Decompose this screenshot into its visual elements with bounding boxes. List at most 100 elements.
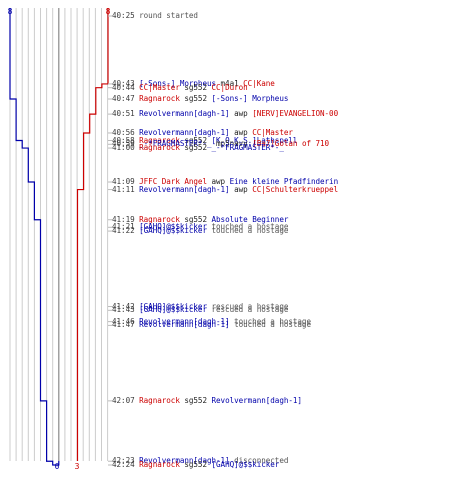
- player-name: Absolute Beginner: [211, 214, 289, 224]
- event-row: 41:43 [GAHQ]@$$kicker rescued a hostage: [112, 305, 288, 315]
- player-name: Revolvermann[dagh-1]: [139, 456, 230, 466]
- event-action: touched a hostage: [229, 316, 311, 326]
- event-row: 40:51 Revolvermann[dagh-1] awp [NERV]EVA…: [112, 109, 338, 119]
- player-name: Revolvermann[dagh-1]: [139, 127, 230, 137]
- player-name: Ragnarock: [139, 94, 180, 103]
- event-action: touched a hostage: [229, 320, 311, 330]
- player-name: CC|Schulterkrueppel: [252, 184, 339, 194]
- event-action: rescued a hostage: [206, 301, 289, 311]
- player-name: Revolvermann[dagh-1]: [139, 184, 230, 194]
- player-name: Revolvermann[dagh-1]: [211, 395, 302, 405]
- event-row: 42:07 Ragnarock sg552 Revolvermann[dagh-…: [112, 396, 302, 406]
- event-row: 41:11 Revolvermann[dagh-1] awp CC|Schult…: [112, 185, 338, 195]
- red-start-count: 8: [106, 7, 111, 16]
- event-action: mp5navy: [211, 139, 253, 149]
- player-name: JFFC Dark Angel: [139, 177, 207, 187]
- event-time: 40:43: [112, 78, 140, 88]
- event-action: disconnected: [229, 456, 289, 466]
- event-row: 41:47 Revolvermann[dagh-1] touched a hos…: [112, 320, 311, 330]
- event-time: 40:44: [112, 82, 140, 92]
- event-time: 41:09: [112, 177, 140, 187]
- player-name: Eine kleine Pfadfinderin: [229, 177, 339, 187]
- event-row: 40:56 Revolvermann[dagh-1] awp CC|Master: [112, 128, 293, 138]
- event-row: 40:59 _-*FRAGMASTER*-_ mp5navy [Ba7]Gola…: [112, 139, 329, 149]
- event-action: awp: [229, 184, 253, 194]
- event-time: 41:47: [112, 320, 140, 330]
- event-action: rescued a hostage: [206, 305, 289, 315]
- event-action: sg552: [179, 460, 212, 469]
- event-action: sg552: [179, 395, 212, 405]
- player-name: [GAHQ]@$$kicker: [211, 460, 280, 469]
- player-name: _-*FRAGMASTER*-_: [139, 139, 212, 149]
- player-name: [Ba7]Golan of 710: [252, 139, 330, 149]
- event-time: 41:42: [112, 301, 140, 311]
- event-time: 42:24: [112, 460, 140, 469]
- event-action: awp: [229, 109, 253, 119]
- player-name: CC|Master: [252, 127, 293, 137]
- player-name: Ragnarock: [139, 460, 180, 469]
- event-time: 40:51: [112, 109, 140, 119]
- event-time: 40:25: [112, 11, 140, 20]
- player-name: CC|Master: [139, 82, 180, 92]
- event-row: 42:23 Revolvermann[dagh-1] disconnected: [112, 456, 288, 466]
- blue-team-alive-line: [9, 8, 60, 466]
- event-action: awp: [229, 127, 253, 137]
- player-name: Ragnarock: [139, 214, 180, 224]
- event-row: 41:22 [GAHQ]@$$kicker touched a hostage: [112, 226, 288, 236]
- player-name: Revolvermann[dagh-1]: [139, 109, 230, 119]
- event-time: 40:47: [112, 94, 140, 103]
- event-row: 40:25 round started: [112, 11, 198, 21]
- event-time: 40:56: [112, 127, 140, 137]
- event-row: 40:47 Ragnarock sg552 [-Sons-] Morpheus: [112, 94, 288, 104]
- player-name: Revolvermann[dagh-1]: [139, 316, 230, 326]
- player-name: [GAHQ]@$$kicker: [139, 305, 207, 315]
- event-time: 42:23: [112, 456, 140, 466]
- event-row: 41:00 Ragnarock sg552 _-*FRAGMASTER*-_: [112, 143, 284, 153]
- event-row: 41:46 Revolvermann[dagh-1] touched a hos…: [112, 317, 311, 327]
- player-name: [-Sons-] Morpheus: [139, 78, 217, 88]
- player-name: [GAHQ]@$$kicker: [139, 226, 207, 236]
- event-time: 42:07: [112, 395, 140, 405]
- player-name: Ragnarock: [139, 395, 180, 405]
- event-action: sg552: [179, 214, 212, 224]
- event-action: touched a hostage: [206, 222, 289, 232]
- event-action: sg552: [179, 94, 212, 103]
- player-name: [GAHQ]@$$kicker: [139, 301, 207, 311]
- player-name: Ragnarock: [139, 135, 180, 145]
- player-name: _-*FRAGMASTER*-_: [211, 143, 284, 153]
- blue-end-count: 0: [55, 462, 60, 471]
- event-row: 41:09 JFFC Dark Angel awp Eine kleine Pf…: [112, 177, 338, 187]
- event-row: 40:43 [-Sons-] Morpheus m4a1 CC|Kane: [112, 79, 275, 89]
- blue-start-count: 8: [8, 7, 13, 16]
- event-time: 41:43: [112, 305, 140, 315]
- event-time: 40:58: [112, 135, 140, 145]
- event-row: 42:24 Ragnarock sg552 [GAHQ]@$$kicker: [112, 460, 279, 470]
- red-end-count: 3: [75, 462, 80, 471]
- event-time: 41:21: [112, 222, 140, 232]
- event-row: 40:44 CC|Master sg552 CC|Duron: [112, 83, 248, 93]
- event-time: 41:22: [112, 226, 140, 236]
- player-name: Ragnarock: [139, 143, 180, 153]
- player-name: CC|Duron: [211, 82, 248, 92]
- event-row: 41:42 [GAHQ]@$$kicker rescued a hostage: [112, 302, 288, 312]
- player-name: Revolvermann[dagh-1]: [139, 320, 230, 330]
- event-time: 41:11: [112, 184, 140, 194]
- event-action: round started: [139, 11, 198, 20]
- event-action: awp: [206, 177, 230, 187]
- event-row: 40:58 Ragnarock sg552 [K.O.K.S.]Lathspel…: [112, 136, 297, 146]
- event-action: m4a1: [216, 78, 244, 88]
- event-row: 41:19 Ragnarock sg552 Absolute Beginner: [112, 215, 288, 225]
- player-name: [GAHQ]@$$kicker: [139, 222, 207, 232]
- event-action: sg552: [179, 82, 212, 92]
- player-name: [K.O.K.S.]Lathspell: [211, 135, 298, 145]
- event-time: 41:00: [112, 143, 140, 153]
- event-action: sg552: [179, 143, 212, 153]
- player-name: CC|Kane: [243, 78, 275, 88]
- event-action: touched a hostage: [206, 226, 289, 236]
- event-time: 41:19: [112, 214, 140, 224]
- player-name: [NERV]EVANGELION-00: [252, 109, 339, 119]
- event-time: 40:59: [112, 139, 140, 149]
- event-time: 41:46: [112, 316, 140, 326]
